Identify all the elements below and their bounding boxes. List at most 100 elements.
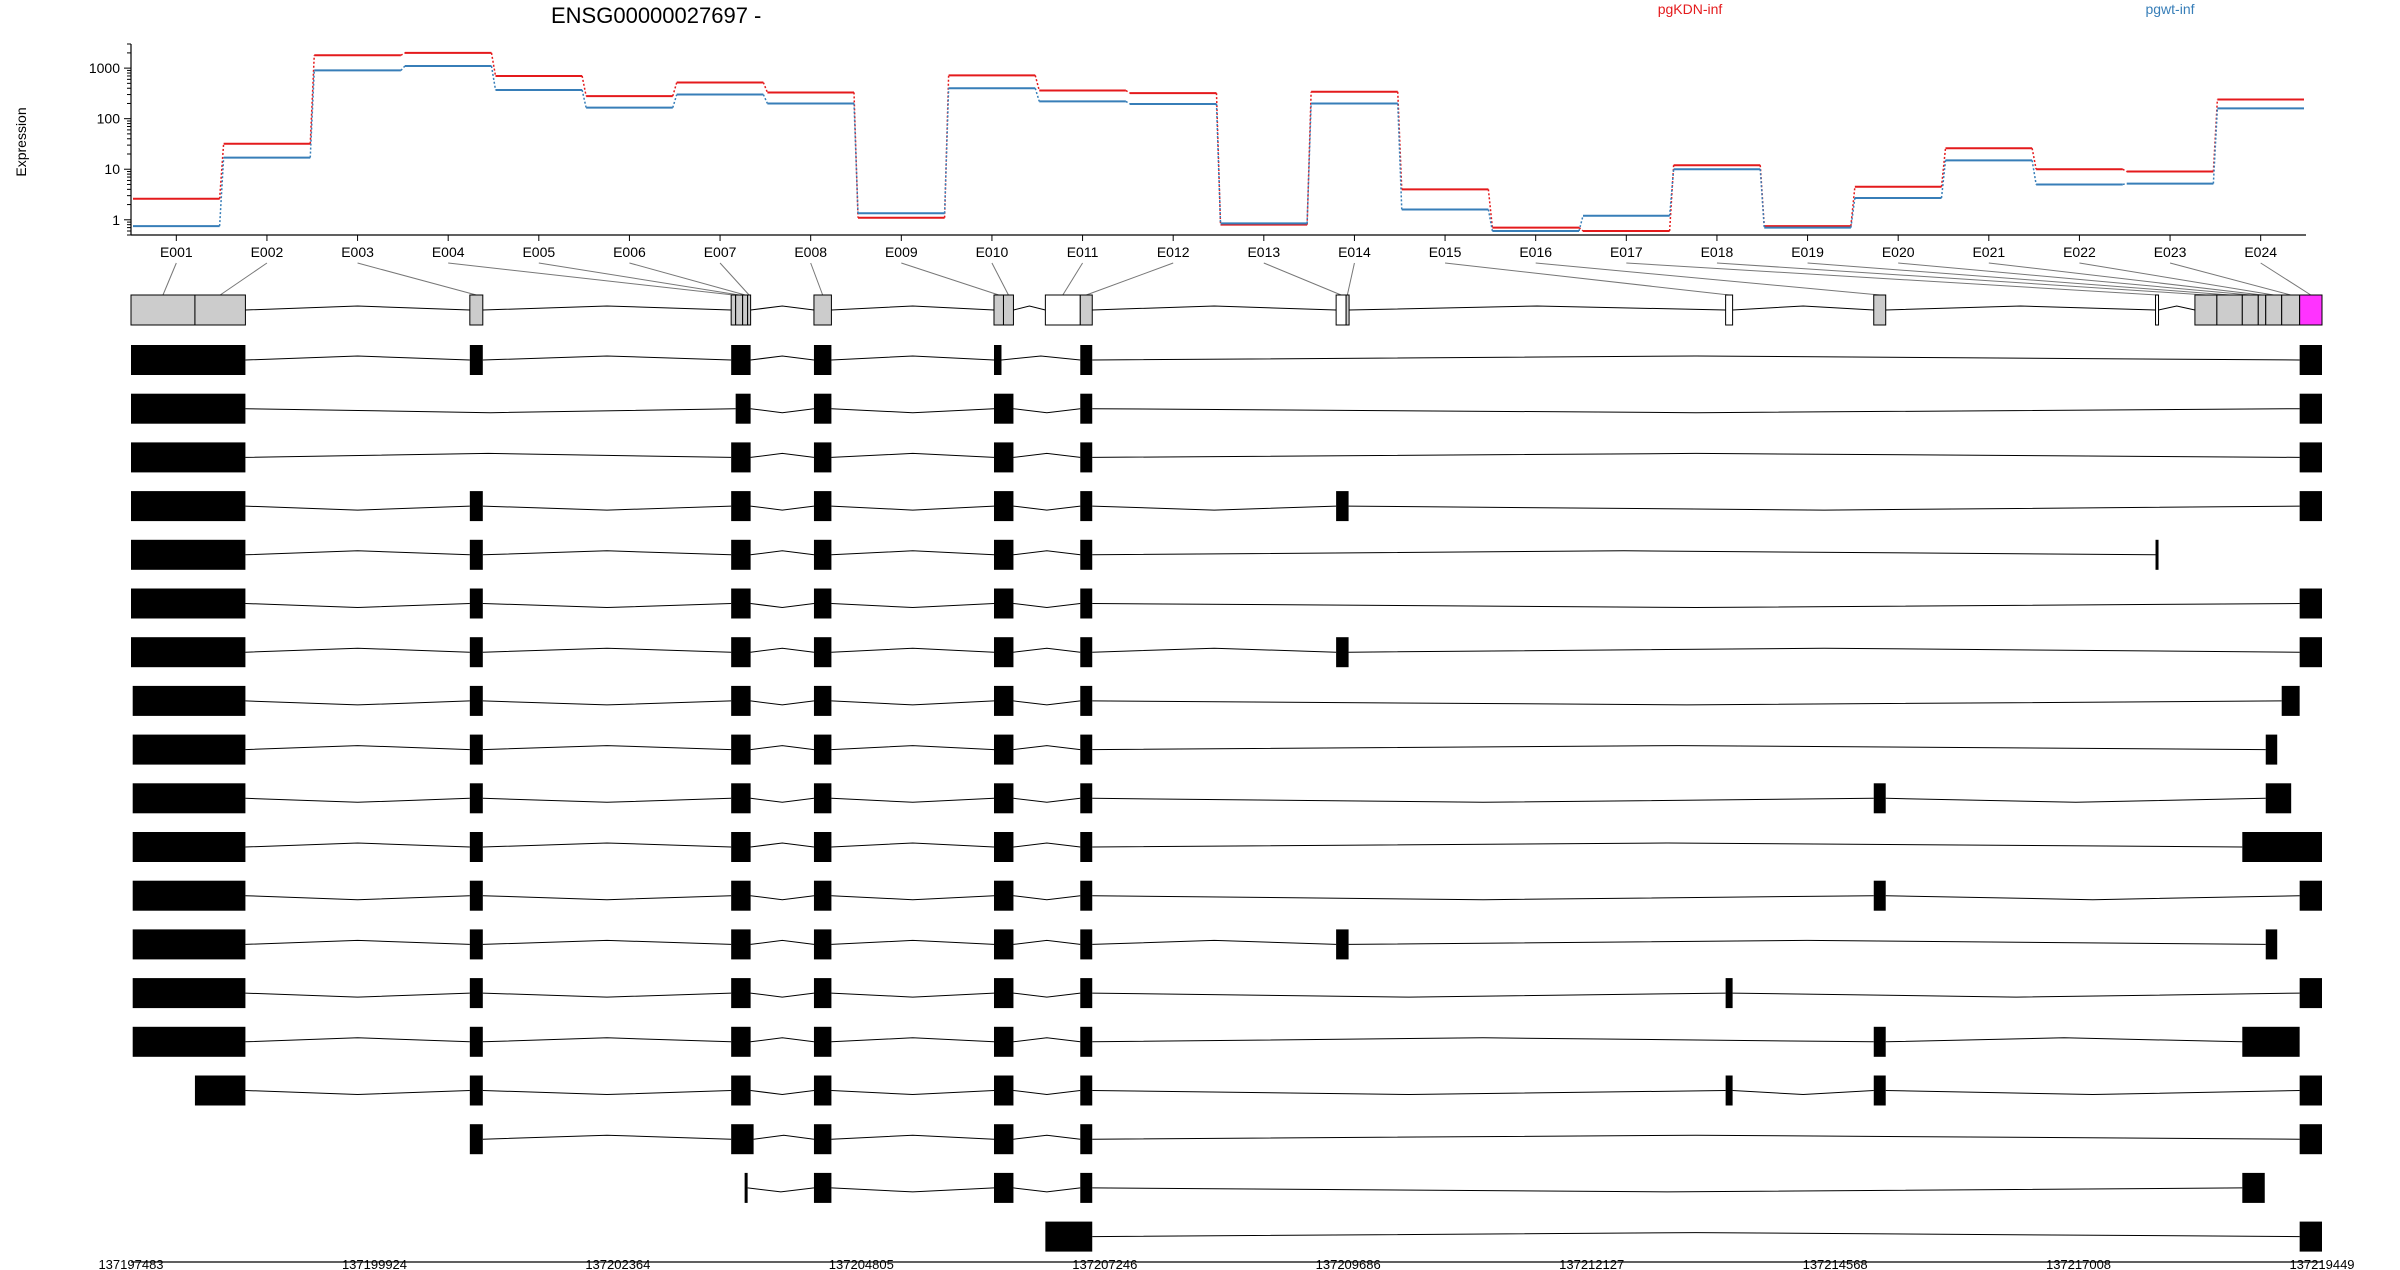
transcript-exon <box>993 442 1014 473</box>
transcript-intron <box>1013 452 1081 458</box>
transcript-exon <box>1080 1172 1093 1203</box>
transcript-intron <box>1013 1037 1081 1043</box>
transcript-intron <box>1092 1037 1874 1043</box>
transcript-exon <box>131 491 246 522</box>
transcript-exon <box>1080 1124 1093 1155</box>
transcript-exon <box>731 1026 751 1057</box>
transcript-intron <box>750 842 815 848</box>
transcript-intron <box>245 550 470 556</box>
transcript-exon <box>2155 539 2159 570</box>
transcript-exon <box>1873 1075 1886 1106</box>
exon-bin-connector-e006 <box>629 262 746 296</box>
exon-bin-connector-e005 <box>538 262 740 296</box>
connector <box>2122 168 2128 173</box>
exon-bin-e019 <box>2216 294 2243 326</box>
exon-bin-connector-e011 <box>1062 262 1083 296</box>
transcript-intron <box>245 700 470 706</box>
transcript-intron <box>482 355 732 361</box>
transcript-exon <box>131 539 246 570</box>
transcript-intron <box>750 550 815 556</box>
transcript-exon <box>993 978 1014 1009</box>
transcript-17 <box>469 1124 2322 1155</box>
transcript-intron <box>1013 647 1081 653</box>
transcript-exon <box>1336 491 1349 522</box>
transcript-exon <box>2299 1221 2322 1252</box>
transcript-exon <box>2299 345 2322 375</box>
transcript-exon <box>813 442 832 473</box>
connector <box>1668 169 1675 216</box>
exon-bin-e004 <box>730 294 737 326</box>
transcript-intron <box>482 797 732 803</box>
transcript-intron <box>1348 939 2266 945</box>
coordinate-tick-label: 137197483 <box>98 1257 163 1270</box>
transcript-exon <box>993 539 1014 570</box>
transcript-intron <box>482 1134 732 1140</box>
transcript-16 <box>194 1075 2322 1106</box>
transcript-intron <box>482 745 732 751</box>
transcript-exon <box>813 588 832 619</box>
transcript-exon <box>1873 1026 1886 1057</box>
exon-bin-connector-e007 <box>719 262 750 296</box>
transcript-intron <box>750 505 815 511</box>
transcript-intron <box>831 1090 995 1096</box>
transcript-intron <box>245 745 470 751</box>
transcript-exon <box>1080 685 1093 716</box>
transcript-14 <box>132 978 2322 1009</box>
transcript-exon <box>469 345 483 375</box>
transcript-exon <box>993 1075 1014 1106</box>
transcript-2 <box>131 393 2322 424</box>
transcript-intron <box>1013 408 1081 414</box>
x-tick-label-e011: E011 <box>1067 244 1099 260</box>
transcript-exon <box>469 880 483 911</box>
x-tick-label-e004: E004 <box>432 244 465 260</box>
connector <box>943 88 950 214</box>
transcript-exon <box>813 783 832 814</box>
connector <box>1578 215 1584 232</box>
transcript-exon <box>1080 442 1093 473</box>
transcript-intron <box>831 992 995 998</box>
transcript-exon <box>731 880 751 911</box>
transcript-intron <box>750 452 815 458</box>
transcript-exon <box>993 685 1014 716</box>
x-tick-label-e021: E021 <box>1972 244 2005 260</box>
connector <box>1125 89 1131 94</box>
transcript-intron <box>482 1090 732 1096</box>
transcript-intron <box>831 1187 995 1193</box>
connector <box>1578 227 1584 232</box>
transcript-exon <box>731 442 751 473</box>
transcript-intron <box>831 452 995 458</box>
transcript-intron <box>245 505 470 511</box>
connector <box>490 65 497 91</box>
transcript-exon <box>813 345 832 375</box>
transcript-intron <box>750 1090 815 1096</box>
connector <box>1215 93 1222 225</box>
transcript-intron <box>1001 355 1081 361</box>
transcript-exon <box>2242 1026 2300 1057</box>
exon-bin-e018 <box>2194 294 2218 326</box>
transcript-intron <box>1013 992 1081 998</box>
transcript-exon <box>132 832 246 862</box>
transcript-intron <box>245 408 736 414</box>
transcript-intron <box>831 647 995 653</box>
transcript-exon <box>1080 832 1093 862</box>
exon-bin-connector-e004 <box>448 262 734 296</box>
transcript-exon <box>469 685 483 716</box>
exon-bin-connector-e023 <box>2169 262 2291 296</box>
x-tick-label-e017: E017 <box>1610 244 1643 260</box>
connector <box>400 65 406 71</box>
transcript-18 <box>744 1172 2265 1203</box>
coordinate-tick-label: 137219449 <box>2289 1257 2354 1270</box>
exon-bin-e009 <box>993 294 1004 326</box>
legend-entry-pgwt-inf: pgwt-inf <box>2145 1 2194 17</box>
transcript-exon <box>1080 1026 1093 1057</box>
coordinate-tick-label: 137207246 <box>1072 1257 1137 1270</box>
transcript-10 <box>132 783 2292 814</box>
gene-intron <box>2158 305 2196 311</box>
exon-bin-connector-e022 <box>2079 262 2274 296</box>
connector <box>1034 88 1040 102</box>
transcript-3 <box>131 442 2322 473</box>
transcript-exon <box>469 929 483 960</box>
transcript-exon <box>731 783 751 814</box>
transcript-exon <box>2281 685 2300 716</box>
